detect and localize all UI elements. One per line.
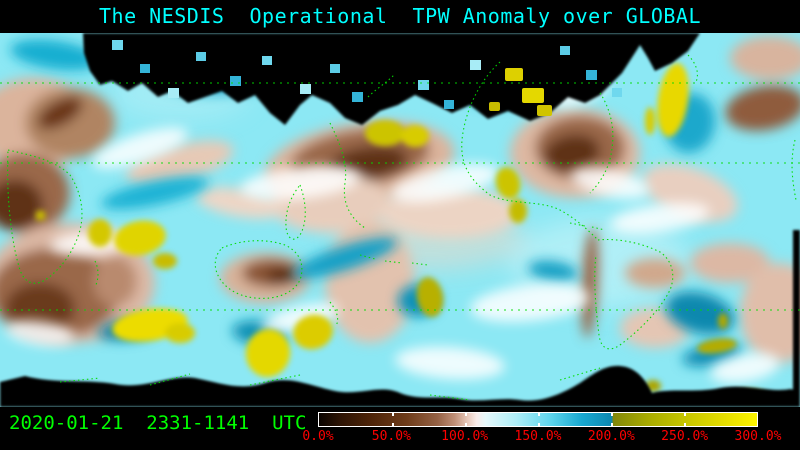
global-anomaly-map: [0, 33, 800, 407]
colorbar-tick: [684, 413, 686, 416]
colorbar-tick: [610, 423, 613, 426]
colorbar-labels: 0.0% 50.0% 100.0% 150.0% 200.0% 250.0% 3…: [302, 429, 781, 444]
colorbar-tick-label: 0.0%: [302, 429, 334, 444]
colorbar-tick-label: 300.0%: [734, 429, 782, 444]
colorbar-tick: [464, 413, 467, 416]
timestamp-text: 2020-01-21 2331-1141 UTC: [9, 412, 307, 434]
colorbar-tick-label: 50.0%: [371, 429, 411, 444]
extreme-wet-blobs: [36, 63, 766, 402]
colorbar-tick-label: 150.0%: [514, 429, 562, 444]
no-data-region-antarctica: [0, 230, 800, 407]
latitude-gridlines: [0, 82, 800, 311]
map-canvas: [0, 33, 800, 407]
coastlines: [7, 54, 797, 401]
colorbar-tick: [684, 423, 686, 426]
colorbar-tick: [391, 413, 394, 416]
colorbar-tick-label: 100.0%: [441, 429, 489, 444]
normal-anomaly-swirls: [5, 79, 780, 384]
page-title: The NESDIS Operational TPW Anomaly over …: [99, 4, 701, 28]
colorbar-tick: [464, 423, 467, 426]
colorbar-tick: [538, 423, 540, 426]
colorbar-tick: [610, 413, 613, 416]
colorbar-tick-label: 200.0%: [587, 429, 635, 444]
no-data-region-north: [83, 33, 700, 125]
dry-anomaly-regions: [0, 36, 800, 363]
colorbar-tick: [538, 413, 540, 416]
no-data-retrieval-squares: [112, 40, 622, 116]
colorbar-tick: [391, 423, 394, 426]
colorbar-tick-label: 250.0%: [661, 429, 709, 444]
colorbar: [318, 412, 758, 427]
